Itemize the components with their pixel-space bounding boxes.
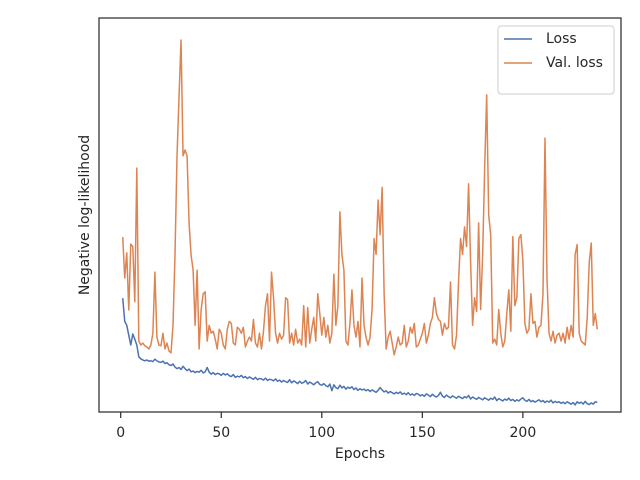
x-tick-label: 150 — [409, 425, 436, 441]
x-tick-label: 50 — [212, 425, 230, 441]
x-tick-label: 0 — [116, 425, 125, 441]
series-line — [121, 39, 599, 356]
legend-box — [497, 25, 615, 95]
legend-label: Val. loss — [546, 55, 603, 71]
plot-frame — [98, 17, 622, 413]
series-line — [121, 298, 598, 406]
x-axis-label: Epochs — [335, 446, 385, 462]
y-axis-label: Negative log-likelihood — [77, 135, 93, 295]
x-tick-label: 100 — [308, 425, 335, 441]
x-tick-label: 200 — [510, 425, 537, 441]
legend-label: Loss — [546, 31, 577, 47]
